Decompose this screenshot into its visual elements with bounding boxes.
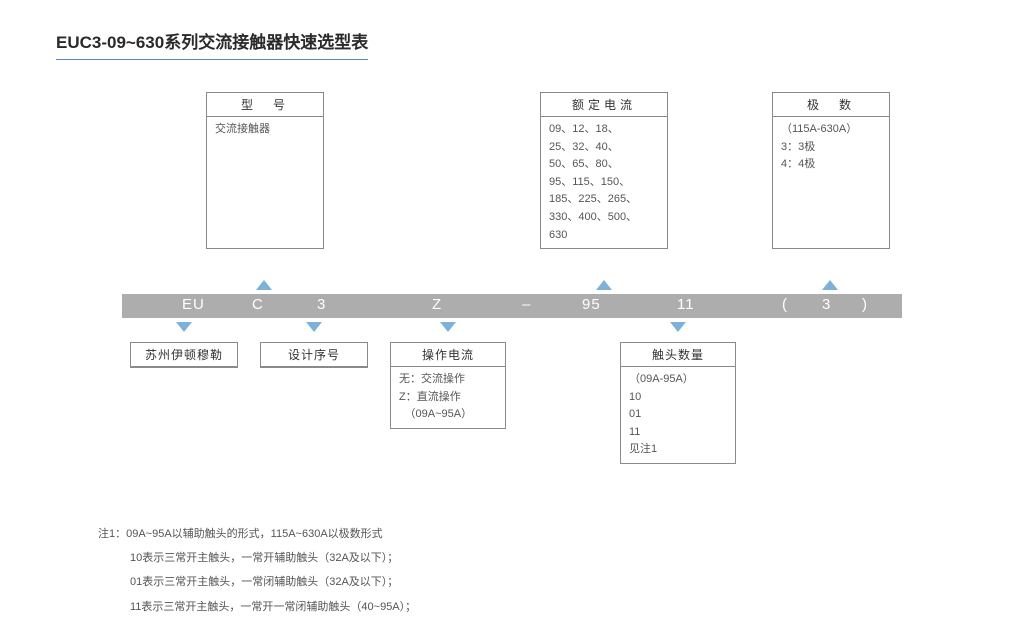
box-body: 09、12、18、25、32、40、50、65、80、95、115、150、18… (541, 117, 667, 248)
box-contacts: 触头数量（09A-95A）100111见注1 (620, 342, 736, 464)
box-head: 设计序号 (261, 343, 367, 367)
code-segment: ( (782, 296, 788, 313)
pointer-down-icon (670, 322, 686, 332)
note-line: 01表示三常开主触头，一常闭辅助触头（32A及以下）； (98, 570, 416, 594)
code-segment: 3 (822, 296, 831, 313)
box-head: 型 号 (207, 93, 323, 117)
code-segment: 95 (582, 296, 601, 313)
code-segment: 11 (677, 296, 695, 313)
code-bar: EU C 3 Z – 95 11 (3) (122, 294, 902, 318)
box-body: 无：交流操作Z：直流操作 （09A~95A） (391, 367, 505, 428)
pointer-down-icon (440, 322, 456, 332)
box-op-curr: 操作电流无：交流操作Z：直流操作 （09A~95A） (390, 342, 506, 429)
note-line: 10表示三常开主触头，一常开辅助触头（32A及以下）； (98, 546, 416, 570)
notes: 注1：09A~95A以辅助触头的形式，115A~630A以极数形式10表示三常开… (98, 522, 416, 619)
code-segment: Z (432, 296, 442, 313)
box-body: （115A-630A）3：3极4：4极 (773, 117, 889, 248)
pointer-up-icon (822, 280, 838, 290)
box-model: 型 号交流接触器 (206, 92, 324, 249)
code-segment: ) (862, 296, 868, 313)
code-segment: 3 (317, 296, 326, 313)
box-head: 额定电流 (541, 93, 667, 117)
pointer-up-icon (596, 280, 612, 290)
note-line: 注1：09A~95A以辅助触头的形式，115A~630A以极数形式 (98, 522, 416, 546)
box-body: （09A-95A）100111见注1 (621, 367, 735, 463)
code-segment: EU (182, 296, 205, 313)
page-title: EUC3-09~630系列交流接触器快速选型表 (56, 28, 368, 60)
box-vendor: 苏州伊顿穆勒 (130, 342, 238, 368)
pointer-down-icon (176, 322, 192, 332)
pointer-down-icon (306, 322, 322, 332)
box-head: 触头数量 (621, 343, 735, 367)
box-design: 设计序号 (260, 342, 368, 368)
box-head: 极 数 (773, 93, 889, 117)
code-segment: C (252, 296, 264, 313)
box-body: 交流接触器 (207, 117, 323, 248)
pointer-up-icon (256, 280, 272, 290)
box-rated-current: 额定电流09、12、18、25、32、40、50、65、80、95、115、15… (540, 92, 668, 249)
box-poles: 极 数（115A-630A）3：3极4：4极 (772, 92, 890, 249)
box-head: 操作电流 (391, 343, 505, 367)
box-head: 苏州伊顿穆勒 (131, 343, 237, 367)
note-line: 11表示三常开主触头，一常开一常闭辅助触头（40~95A）； (98, 595, 416, 619)
code-segment: – (522, 296, 531, 313)
